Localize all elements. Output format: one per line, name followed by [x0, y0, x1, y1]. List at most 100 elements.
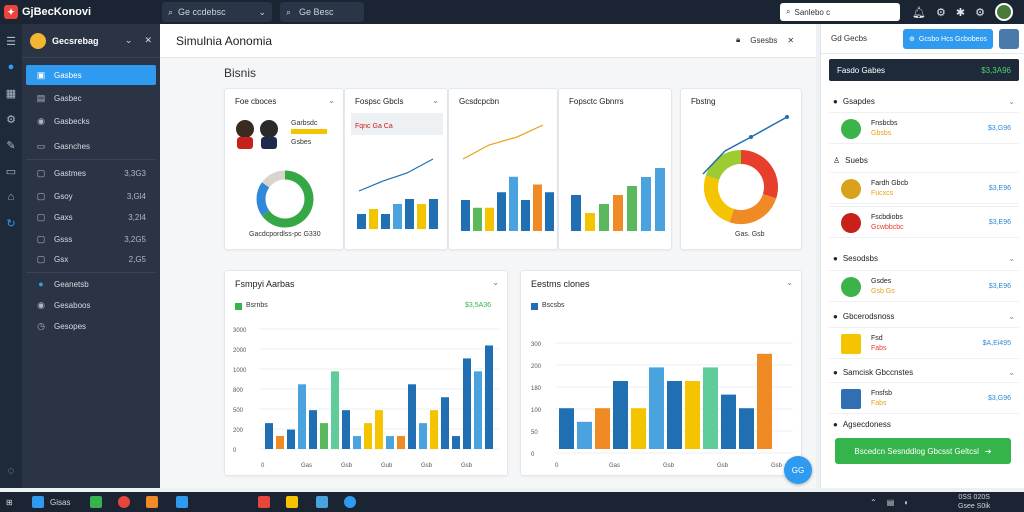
section-header-3[interactable]: ● Gbcerodsnoss ⌄ — [829, 306, 1019, 326]
sidebar-header[interactable]: Gecsrebag ⌄ ✕ — [22, 24, 160, 58]
chevron-down-icon[interactable]: ⌄ — [328, 96, 335, 105]
section-header-1[interactable]: ♙ Suebs — [829, 150, 1019, 170]
help-icon[interactable]: ◌ — [7, 465, 15, 477]
sidebar-item-2[interactable]: ◉ Gasbecks — [26, 111, 156, 131]
right-panel-button[interactable]: ⊕ Gcsbo Hcs Gcbobeos — [903, 29, 993, 49]
list-item-0[interactable]: Fnsbcbs Gbsbs $3,G96 — [829, 112, 1019, 144]
taskbar-app-1[interactable] — [90, 495, 102, 509]
item-sub: Gcwbbcbc — [871, 224, 904, 231]
section-header-0[interactable]: ● Gsapdes ⌄ — [829, 91, 1019, 111]
chevron-down-icon: ⌄ — [1008, 367, 1015, 377]
puzzle-icon[interactable]: ✱ — [955, 6, 966, 19]
os-taskbar: ⊞ Gisas ⌃ ▤ ◐ 0SS 020S Gsee S0ik — [0, 492, 1024, 512]
chart-bar — [631, 408, 646, 449]
network-icon[interactable]: ▤ — [886, 497, 895, 507]
list-item-4[interactable]: Fsd Fabs $A,Ei495 — [829, 327, 1019, 359]
taskbar-app-6[interactable] — [286, 495, 298, 509]
sidebar-item-3[interactable]: ▭ Gasnches — [26, 136, 156, 156]
gear-icon[interactable]: ⚙︎ — [6, 113, 16, 126]
taskbar-app-7[interactable] — [316, 495, 328, 509]
top-search[interactable]: ⌕ Ge Besc — [280, 2, 364, 22]
sidebar-item-10[interactable]: ◉ Gesaboos — [26, 295, 156, 315]
card-summary-bars-1[interactable]: Fsmpyi Aarbas ⌄ Bsrnbs $3,5A36 3000 2000 1… — [224, 270, 508, 476]
taskbar-app-5[interactable] — [258, 495, 270, 509]
card-title: Foe cboces — [235, 97, 277, 106]
card-title: Fopsctc Gbnrrs — [569, 97, 624, 106]
grid-icon[interactable]: ▦ — [5, 87, 17, 100]
global-search-input[interactable]: ⌕ Sanlebo c — [780, 3, 900, 21]
chart-icon[interactable]: ✎ — [6, 139, 16, 152]
chevron-up-icon[interactable]: ⌃ — [870, 497, 877, 507]
list-item-1[interactable]: Fardh Gbcb Fucxcs $3,E96 — [829, 172, 1019, 204]
card-bar-line-3[interactable]: Gcsdcpcbn — [448, 88, 558, 250]
sidebar-item-1[interactable]: ▤ Gasbec — [26, 88, 156, 108]
taskbar-app-4[interactable] — [176, 495, 188, 509]
user-avatar[interactable] — [994, 3, 1013, 21]
y-tick-label: 800 — [233, 388, 244, 394]
menu-icon[interactable]: ☰ — [6, 35, 16, 48]
person-avatar-2-body — [261, 137, 277, 149]
card-bar-line-2[interactable]: Fospsc Gbcls ⌄ Fqnc Ga Ca — [344, 88, 448, 250]
volume-icon[interactable]: ◐ — [904, 497, 910, 507]
sidebar-item-5[interactable]: ▢ Gsoy 3,Gl4 — [26, 186, 156, 206]
item-name: Fsd — [871, 335, 883, 342]
floating-action-button[interactable]: GG — [784, 456, 812, 484]
sidebar-item-11[interactable]: ◷ Gesopes — [26, 316, 156, 336]
circle-icon[interactable]: ● — [7, 61, 15, 73]
sidebar-item-count: 2,G5 — [128, 254, 146, 264]
x-tick-label: Gas — [609, 463, 620, 469]
box-icon: ▢ — [36, 167, 46, 178]
card-bar-4[interactable]: Fopsctc Gbnrrs — [558, 88, 672, 250]
sidebar-item-count: 3,Gl4 — [126, 191, 146, 201]
sidebar-item-0[interactable]: ▣ Gasbes — [26, 65, 156, 85]
sidebar-item-9[interactable]: ● Geanetsb — [26, 274, 156, 294]
user-avatar[interactable] — [999, 29, 1019, 49]
close-icon[interactable]: ✕ — [787, 35, 795, 45]
sidebar-item-8[interactable]: ▢ Gsx 2,G5 — [26, 249, 156, 269]
item-value: $3,E96 — [988, 219, 1011, 226]
list-item-2[interactable]: Fscbdiobs Gcwbbcbc $3,E96 — [829, 206, 1019, 238]
y-tick-label: 1000 — [233, 368, 247, 374]
list-item-3[interactable]: Gsdes Gsb Gs $3,E96 — [829, 270, 1019, 302]
header-action-button[interactable]: Gsesbs — [750, 35, 778, 45]
home-icon[interactable]: ⌂ — [7, 191, 15, 203]
section-header-5[interactable]: ● Agsecdoness — [829, 414, 1019, 434]
taskbar-app-2[interactable] — [118, 495, 130, 509]
taskbar-app-8[interactable] — [344, 495, 356, 509]
sidebar-item-4[interactable]: ▢ Gastmes 3,3G3 — [26, 163, 156, 183]
section-label: Gsapdes — [842, 96, 875, 106]
sidebar-item-6[interactable]: ▢ Gaxs 3,2I4 — [26, 207, 156, 227]
sidebar-item-count: 3,2G5 — [124, 234, 146, 244]
workspace-select[interactable]: ⌕ Ge ccdebsc ⌄ — [162, 2, 272, 22]
system-clock[interactable]: 0SS 020S Gsee S0ik — [958, 493, 990, 511]
sidebar-item-7[interactable]: ▢ Gsss 3,2G5 — [26, 229, 156, 249]
taskbar-app-0[interactable]: Gisas — [32, 495, 70, 509]
chart-bar — [533, 184, 542, 231]
section-header-4[interactable]: ● Samcisk Gbccnstes ⌄ — [829, 362, 1019, 382]
close-icon[interactable]: ✕ — [144, 35, 152, 45]
donut-slice — [705, 150, 742, 181]
layout-icon[interactable]: ▭ — [5, 165, 17, 178]
card-summary-bars-2[interactable]: Eestms clones ⌄ Bscsbs 300 200 180 100 50 0 0 G… — [520, 270, 802, 476]
primary-cta-button[interactable]: Bscedcn Sesnddlog Gbcsst Geltcsl ➔ — [835, 438, 1011, 464]
gear-icon[interactable]: ⚙︎ — [935, 6, 946, 19]
section-label: Gbcerodsnoss — [842, 311, 895, 321]
chevron-down-icon[interactable]: ⌄ — [432, 96, 439, 105]
section-header-2[interactable]: ● Sesodsbs ⌄ — [829, 248, 1019, 268]
chevron-down-icon[interactable]: ⌄ — [124, 35, 133, 45]
bar-chart-2 — [357, 158, 438, 229]
person-1-bar — [291, 129, 327, 134]
chart-bar — [509, 176, 518, 231]
taskbar-app-3[interactable] — [146, 495, 158, 509]
refresh-icon[interactable]: ↻ — [6, 217, 16, 230]
app-brand[interactable]: ✦ GjBecKonovi — [4, 3, 91, 21]
card-people-donut[interactable]: Foe cboces ⌄ Garbsdc Gsbes Gacdcpordlss-… — [224, 88, 344, 250]
box-icon: ▢ — [36, 233, 46, 244]
start-button[interactable]: ⊞ — [6, 495, 13, 509]
bell-icon[interactable]: 🔔︎ — [912, 6, 926, 19]
chevron-down-icon[interactable]: ⌄ — [786, 278, 793, 287]
card-donut-5[interactable]: Fbstng Gas. Gsb — [680, 88, 802, 250]
settings-icon[interactable]: ⚙︎ — [975, 6, 985, 19]
list-item-5[interactable]: Fnsfsb Fabs $3,G96 — [829, 382, 1019, 414]
chevron-down-icon[interactable]: ⌄ — [492, 278, 499, 287]
